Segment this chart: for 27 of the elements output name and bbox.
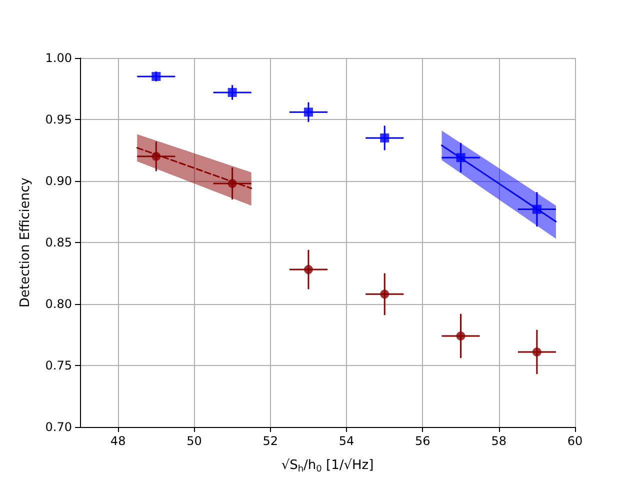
x-tick-label: 60 bbox=[567, 434, 583, 448]
x-tick-label: 58 bbox=[491, 434, 506, 448]
y-tick-label: 1.00 bbox=[45, 51, 72, 65]
y-tick-label: 0.75 bbox=[45, 358, 72, 372]
point bbox=[228, 88, 237, 97]
x-tick-label: 50 bbox=[186, 434, 202, 448]
point bbox=[228, 178, 237, 188]
y-tick-label: 0.70 bbox=[45, 420, 72, 434]
x-tick-label: 48 bbox=[110, 434, 126, 448]
point bbox=[456, 331, 466, 340]
y-axis-title: Detection Efficiency bbox=[18, 177, 33, 308]
x-tick-label: 56 bbox=[415, 434, 430, 448]
point bbox=[532, 204, 542, 214]
point bbox=[304, 265, 313, 274]
x-tick-label: 54 bbox=[338, 434, 354, 448]
x-tick-label: 52 bbox=[262, 434, 278, 448]
point bbox=[304, 108, 313, 117]
y-tick-label: 0.95 bbox=[45, 112, 72, 126]
point bbox=[456, 153, 466, 162]
y-tick-label: 0.90 bbox=[45, 174, 72, 188]
point bbox=[152, 152, 161, 161]
point bbox=[532, 347, 542, 356]
y-tick-label: 0.80 bbox=[45, 297, 72, 311]
point bbox=[380, 290, 390, 299]
point bbox=[380, 133, 390, 142]
y-tick-label: 0.85 bbox=[45, 236, 72, 250]
point bbox=[152, 72, 161, 81]
